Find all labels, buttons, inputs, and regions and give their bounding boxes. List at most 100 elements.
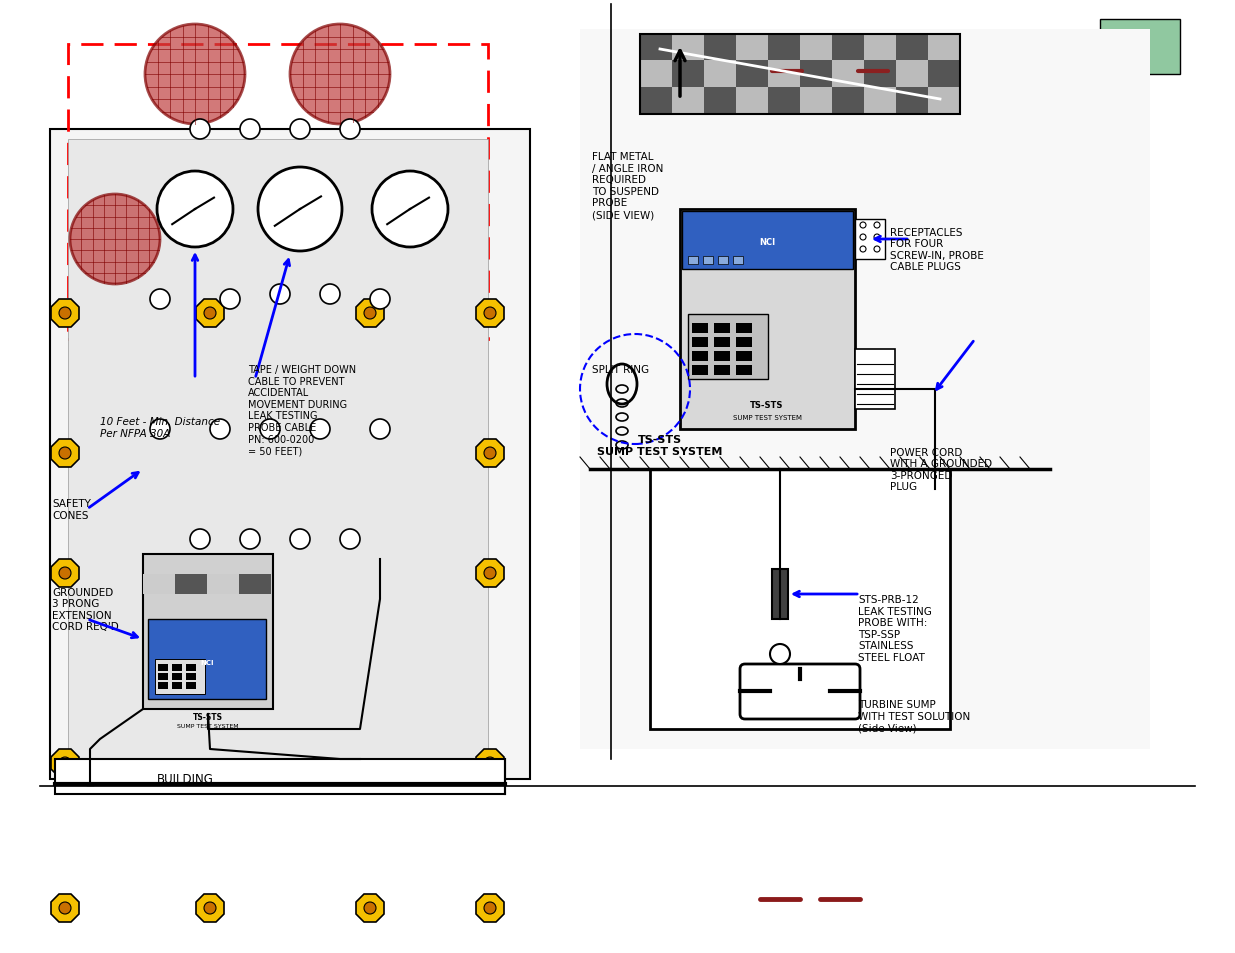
Bar bbox=[927, 61, 960, 88]
Polygon shape bbox=[475, 749, 504, 778]
Bar bbox=[714, 352, 730, 361]
Circle shape bbox=[190, 120, 210, 140]
Circle shape bbox=[149, 290, 170, 310]
Bar bbox=[158, 673, 168, 680]
Bar bbox=[49, 130, 530, 780]
Bar bbox=[175, 575, 207, 595]
Circle shape bbox=[370, 290, 390, 310]
Text: SAFETY
CONES: SAFETY CONES bbox=[52, 498, 91, 520]
Circle shape bbox=[340, 120, 359, 140]
Bar bbox=[692, 352, 708, 361]
Circle shape bbox=[204, 902, 216, 914]
Circle shape bbox=[320, 285, 340, 305]
Bar bbox=[704, 34, 736, 61]
Bar bbox=[927, 34, 960, 61]
Bar bbox=[864, 61, 897, 88]
Circle shape bbox=[190, 530, 210, 550]
Text: FLAT METAL
/ ANGLE IRON
REQUIRED
TO SUSPEND
PROBE
(SIDE VIEW): FLAT METAL / ANGLE IRON REQUIRED TO SUSP… bbox=[592, 152, 663, 220]
Bar bbox=[768, 61, 800, 88]
Bar bbox=[692, 337, 708, 348]
Bar bbox=[148, 619, 266, 700]
Bar bbox=[672, 88, 704, 115]
Bar bbox=[640, 88, 672, 115]
Circle shape bbox=[59, 758, 70, 769]
Circle shape bbox=[144, 25, 245, 125]
Circle shape bbox=[157, 172, 233, 248]
Text: TURBINE SUMP
WITH TEST SOLUTION
(Side View): TURBINE SUMP WITH TEST SOLUTION (Side Vi… bbox=[858, 700, 971, 733]
Text: SUMP TEST SYSTEM: SUMP TEST SYSTEM bbox=[177, 723, 238, 728]
Circle shape bbox=[261, 419, 280, 439]
Bar bbox=[800, 61, 832, 88]
Circle shape bbox=[240, 120, 261, 140]
Bar bbox=[736, 61, 768, 88]
Bar bbox=[704, 88, 736, 115]
Circle shape bbox=[484, 448, 496, 459]
Circle shape bbox=[372, 172, 448, 248]
Bar bbox=[704, 61, 736, 88]
Circle shape bbox=[484, 902, 496, 914]
Polygon shape bbox=[475, 299, 504, 328]
Bar bbox=[172, 664, 182, 671]
Bar bbox=[692, 366, 708, 375]
Text: STS-PRB-12
LEAK TESTING
PROBE WITH:
TSP-SSP
STAINLESS
STEEL FLOAT: STS-PRB-12 LEAK TESTING PROBE WITH: TSP-… bbox=[858, 595, 932, 662]
Bar bbox=[714, 337, 730, 348]
Bar bbox=[800, 88, 832, 115]
Circle shape bbox=[59, 308, 70, 319]
Circle shape bbox=[290, 120, 310, 140]
Bar bbox=[175, 575, 207, 595]
Bar bbox=[800, 34, 832, 61]
Text: NCI: NCI bbox=[200, 659, 214, 665]
Bar bbox=[56, 760, 505, 794]
Text: GROUNDED
3 PRONG
EXTENSION
CORD REQ'D: GROUNDED 3 PRONG EXTENSION CORD REQ'D bbox=[52, 587, 119, 632]
Bar bbox=[172, 673, 182, 680]
FancyBboxPatch shape bbox=[740, 664, 860, 720]
Bar bbox=[240, 575, 270, 595]
Bar bbox=[772, 569, 788, 619]
Polygon shape bbox=[475, 439, 504, 468]
Text: TS-STS: TS-STS bbox=[193, 712, 224, 721]
Bar bbox=[927, 88, 960, 115]
Bar bbox=[680, 210, 855, 430]
Bar bbox=[672, 34, 704, 61]
Bar bbox=[640, 61, 672, 88]
Bar bbox=[640, 35, 960, 115]
Bar bbox=[158, 664, 168, 671]
Bar bbox=[640, 34, 672, 61]
Circle shape bbox=[370, 419, 390, 439]
Bar bbox=[650, 470, 950, 729]
Bar bbox=[714, 366, 730, 375]
Bar bbox=[688, 314, 768, 379]
Bar bbox=[768, 34, 800, 61]
Circle shape bbox=[210, 419, 230, 439]
Text: POWER CORD
WITH A GROUNDED
3-PRONGED
PLUG: POWER CORD WITH A GROUNDED 3-PRONGED PLU… bbox=[890, 447, 992, 492]
Circle shape bbox=[220, 290, 240, 310]
Text: SPLIT RING: SPLIT RING bbox=[592, 365, 650, 375]
Text: BUILDING: BUILDING bbox=[157, 773, 214, 785]
Polygon shape bbox=[51, 299, 79, 328]
Circle shape bbox=[149, 419, 170, 439]
Polygon shape bbox=[51, 894, 79, 923]
Bar bbox=[156, 659, 205, 695]
Bar bbox=[832, 61, 864, 88]
Circle shape bbox=[290, 25, 390, 125]
Circle shape bbox=[364, 902, 375, 914]
Bar bbox=[897, 88, 927, 115]
Bar bbox=[158, 682, 168, 689]
Bar bbox=[580, 30, 1150, 749]
Bar bbox=[736, 337, 752, 348]
Bar bbox=[736, 34, 768, 61]
Text: TS-STS: TS-STS bbox=[751, 400, 784, 410]
Polygon shape bbox=[51, 439, 79, 468]
Bar bbox=[832, 34, 864, 61]
Text: 10 Feet - Min. Distance
Per NFPA 30A: 10 Feet - Min. Distance Per NFPA 30A bbox=[100, 416, 220, 438]
Bar bbox=[897, 61, 927, 88]
Polygon shape bbox=[51, 749, 79, 778]
Bar bbox=[692, 324, 708, 334]
Bar bbox=[855, 350, 895, 410]
Bar bbox=[143, 575, 175, 595]
Bar bbox=[186, 673, 196, 680]
Bar bbox=[718, 256, 727, 265]
Text: NCI: NCI bbox=[760, 237, 776, 247]
Bar bbox=[682, 212, 853, 270]
Polygon shape bbox=[51, 559, 79, 587]
